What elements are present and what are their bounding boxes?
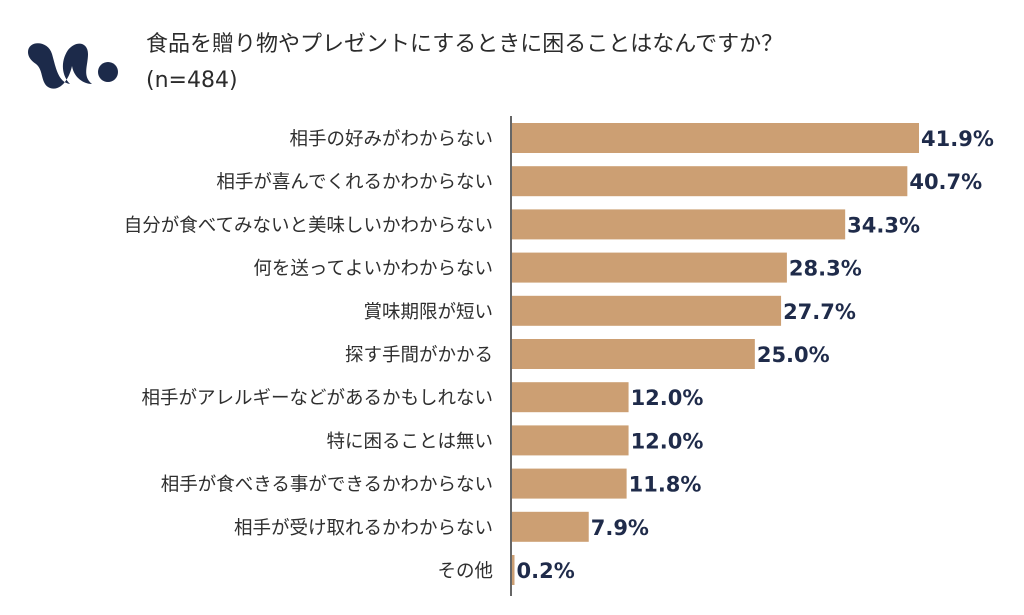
category-label-7: 相手がアレルギーなどがあるかもしれない (141, 388, 493, 409)
category-label-10: 相手が受け取れるかわからない (234, 518, 493, 539)
bar-6 (512, 339, 755, 369)
chart-subtitle: (n=484) (146, 68, 238, 93)
value-label-1: 41.9% (921, 127, 994, 151)
category-label-1: 相手の好みがわからない (289, 129, 493, 150)
bar-1 (512, 123, 919, 153)
value-label-2: 40.7% (909, 170, 982, 194)
category-label-9: 相手が食べきる事ができるかわからない (161, 475, 493, 496)
bar-7 (512, 382, 629, 413)
value-label-7: 12.0% (631, 386, 704, 410)
bar-8 (512, 425, 629, 456)
bar-10 (512, 511, 589, 542)
category-label-4: 何を送ってよいかわからない (253, 259, 493, 280)
bar-2 (512, 166, 908, 197)
bar-4 (512, 252, 787, 283)
bar-9 (512, 468, 627, 499)
value-label-8: 12.0% (631, 429, 704, 453)
bar-3 (512, 209, 846, 240)
category-label-2: 相手が喜んでくれるかわからない (216, 172, 493, 193)
category-label-5: 賞味期限が短い (363, 302, 493, 323)
value-label-9: 11.8% (629, 473, 702, 497)
bar-11 (512, 555, 515, 585)
category-label-3: 自分が食べてみないと美味しいかわからない (124, 215, 493, 236)
value-label-10: 7.9% (591, 516, 649, 540)
chart-title: 食品を贈り物やプレゼントにするときに困ることはなんですか？ (146, 32, 784, 57)
value-label-5: 27.7% (783, 300, 856, 324)
category-label-8: 特に困ることは無い (326, 431, 493, 452)
value-label-4: 28.3% (789, 257, 862, 281)
category-label-6: 探す手間がかかる (345, 345, 493, 366)
bars-layer: 相手の好みがわからない 41.9% 相手が喜んでくれるかわからない 40.7% 自分が食… (124, 123, 994, 585)
value-label-3: 34.3% (847, 213, 920, 237)
bar-5 (512, 295, 782, 326)
category-label-11: その他 (437, 561, 493, 582)
value-label-11: 0.2% (517, 559, 575, 583)
brand-logo-icon (28, 43, 118, 89)
value-label-6: 25.0% (757, 343, 830, 367)
